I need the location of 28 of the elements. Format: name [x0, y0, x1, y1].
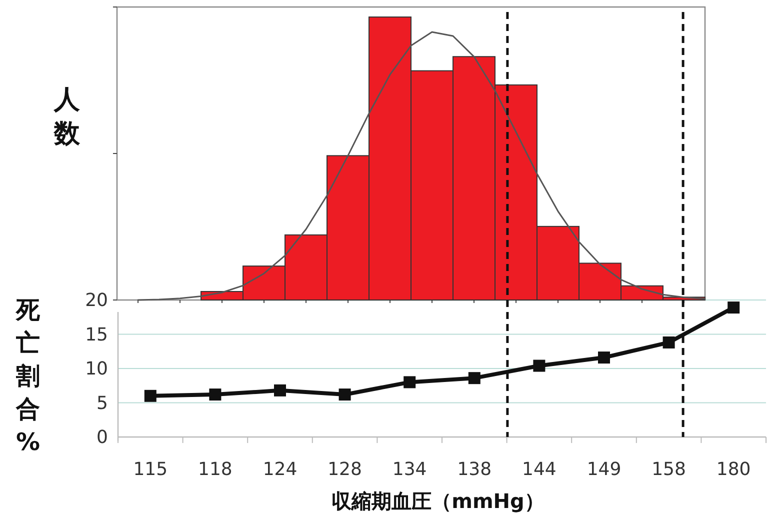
- y-tick-label: 15: [85, 324, 108, 346]
- point: [468, 372, 480, 384]
- x-tick-label: 115: [133, 459, 168, 480]
- y-tick-label: 10: [85, 358, 108, 380]
- x-tick-label: 118: [198, 459, 232, 480]
- x-tick-label: 124: [262, 459, 298, 480]
- x-tick-label: 138: [457, 459, 492, 480]
- point: [533, 360, 546, 372]
- point: [598, 352, 610, 364]
- x-tick-label: 180: [716, 459, 751, 480]
- y-tick-label: 5: [96, 392, 108, 414]
- y-tick-label: 20: [85, 290, 108, 311]
- x-tick-label: 134: [392, 459, 427, 480]
- x-tick-label: 128: [328, 459, 362, 480]
- point: [662, 336, 675, 348]
- x-axis-title: 収縮期血圧（mmHg）: [332, 489, 544, 513]
- x-tick-label: 149: [586, 459, 622, 480]
- point: [338, 388, 351, 401]
- y-tick-label: 0: [96, 427, 108, 448]
- point: [274, 384, 286, 396]
- point: [144, 390, 156, 402]
- x-tick-label: 144: [522, 459, 556, 480]
- x-tick-label: 158: [652, 459, 686, 480]
- point: [404, 376, 416, 388]
- point: [209, 388, 222, 401]
- y-axis-title: 人数: [53, 85, 81, 149]
- y-axis-title: 死亡割合%: [15, 296, 41, 456]
- point: [728, 302, 740, 314]
